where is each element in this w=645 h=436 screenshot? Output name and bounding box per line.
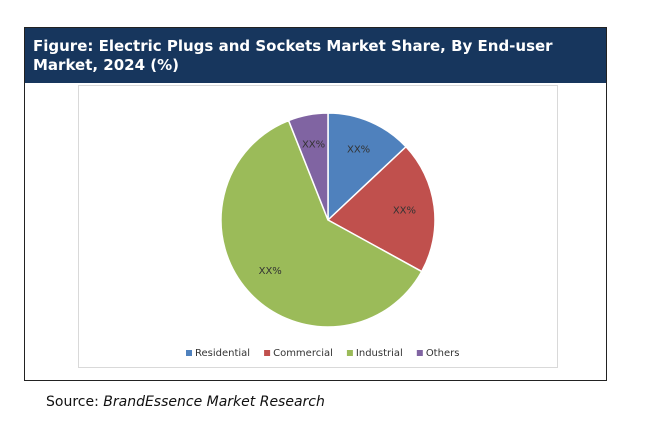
data-label: XX%: [347, 144, 370, 155]
chart-title: Figure: Electric Plugs and Sockets Marke…: [25, 28, 606, 83]
source-label: Source:: [46, 394, 99, 410]
pie-slice: [327, 112, 408, 222]
data-label: XX%: [302, 139, 325, 150]
data-label: XX%: [259, 266, 282, 277]
legend-label: Industrial: [356, 348, 403, 359]
plot-border: [78, 85, 558, 368]
figure-frame: Figure: Electric Plugs and Sockets Marke…: [24, 27, 607, 381]
pie-slice: [220, 119, 423, 328]
legend-swatch: [264, 350, 271, 356]
data-label: XX%: [393, 205, 416, 216]
source-name: BrandEssence Market Research: [103, 394, 325, 410]
legend-label: Residential: [195, 348, 250, 359]
legend-swatch: [416, 350, 423, 356]
pie-slice: [326, 145, 436, 273]
legend-swatch: [186, 350, 192, 356]
pie-slice: [287, 112, 329, 221]
legend-label: Commercial: [273, 348, 333, 359]
legend-label: Others: [426, 348, 460, 359]
legend-swatch: [346, 350, 353, 356]
source: Source: BrandEssence Market Research: [46, 394, 325, 410]
